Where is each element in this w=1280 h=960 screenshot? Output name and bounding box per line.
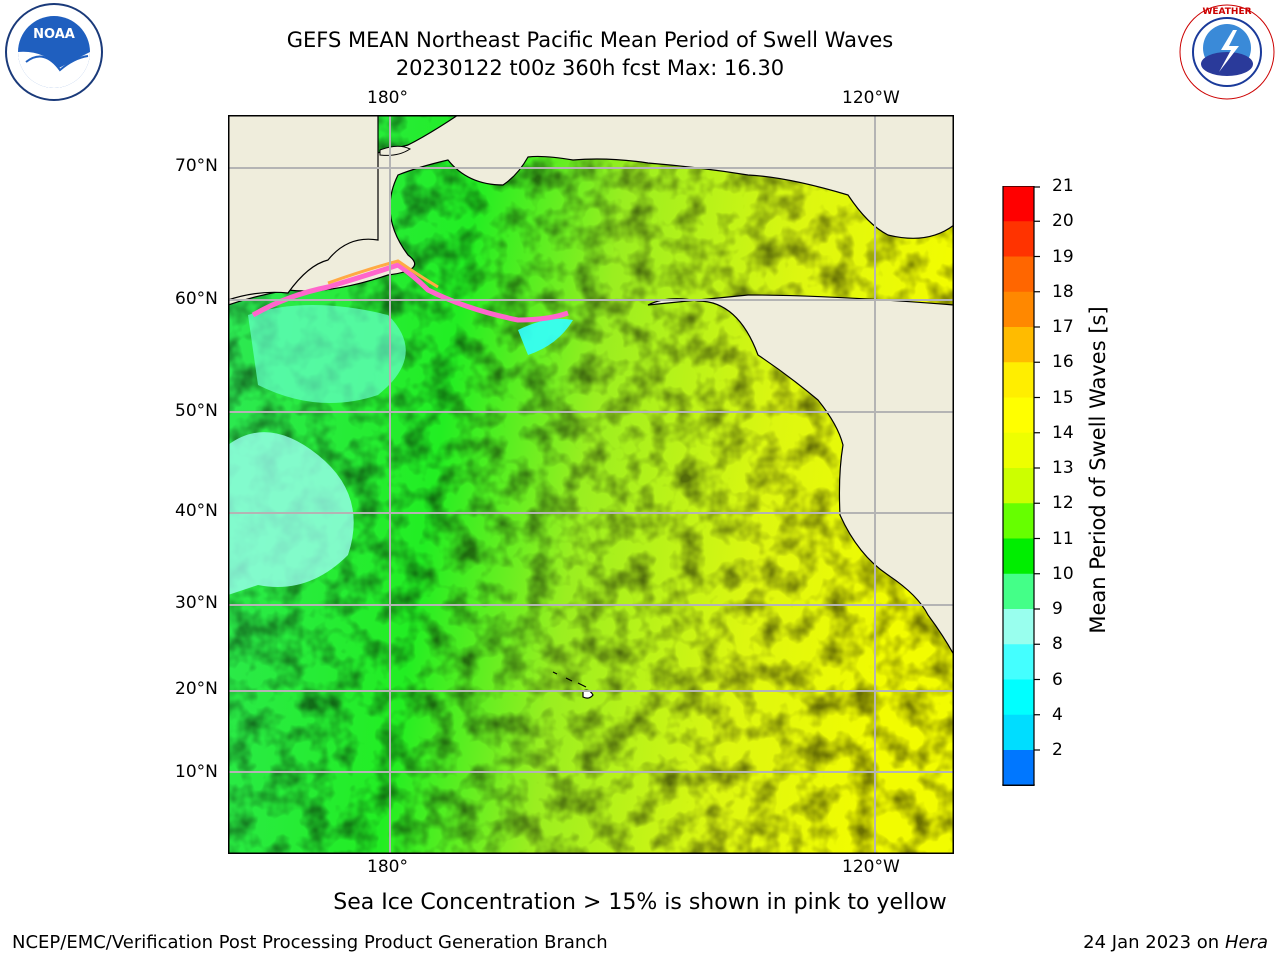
colorbar-tick-label: 14	[1052, 422, 1074, 443]
colorbar-bin	[1003, 397, 1034, 434]
colorbar-tick-label: 17	[1052, 317, 1074, 337]
date-stamp: 24 Jan 2023 on	[1083, 932, 1225, 953]
machine-name: Hera	[1224, 932, 1268, 953]
colorbar-bin	[1003, 221, 1034, 257]
colorbar-bin	[1003, 679, 1034, 716]
lon-label-top-180: 180°	[367, 88, 408, 108]
colorbar-bin	[1003, 327, 1034, 363]
colorbar-bin	[1003, 362, 1034, 398]
colorbar-tick-label: 16	[1052, 352, 1074, 373]
colorbar-bin	[1003, 432, 1034, 469]
lat-label-20n: 20°N	[175, 679, 218, 699]
colorbar-tick-label: 18	[1052, 281, 1074, 302]
sea-ice-edge	[251, 262, 569, 323]
colorbar-tick-label: 11	[1052, 528, 1074, 549]
colorbar-tick-label: 8	[1052, 634, 1063, 655]
colorbar-bin	[1003, 538, 1034, 575]
graticule	[228, 115, 954, 854]
svg-text:WEATHER: WEATHER	[1202, 7, 1251, 17]
map-subtitle: 20230122 t00z 360h fcst Max: 16.30	[395, 56, 785, 80]
map-title: GEFS MEAN Northeast Pacific Mean Period …	[286, 28, 894, 52]
svg-text:NOAA: NOAA	[33, 27, 75, 42]
cyan-patch-bering	[248, 305, 406, 403]
lon-label-bottom-180: 180°	[367, 857, 408, 877]
lat-label-70n: 70°N	[175, 156, 218, 176]
lon-label-top-120w: 120°W	[842, 88, 900, 108]
colorbar-bin	[1003, 291, 1034, 328]
colorbar-tick-label: 6	[1052, 669, 1063, 690]
credit-text: NCEP/EMC/Verification Post Processing Pr…	[12, 932, 608, 953]
colorbar-bin	[1003, 714, 1034, 751]
cyan-patch-bristol	[518, 318, 573, 355]
colorbar-bin	[1003, 750, 1034, 786]
colorbar-bin	[1003, 644, 1034, 680]
colorbar-bin	[1003, 256, 1034, 293]
colorbar-bin	[1003, 609, 1034, 645]
ice-note: Sea Ice Concentration > 15% is shown in …	[333, 890, 947, 915]
sea-ice-edge-inner	[327, 259, 439, 289]
lat-label-50n: 50°N	[175, 401, 218, 421]
lat-label-60n: 60°N	[175, 289, 218, 309]
colorbar-tick-label: 19	[1052, 246, 1074, 267]
lon-label-bottom-120w: 120°W	[842, 857, 900, 877]
colorbar-frame	[1002, 185, 1035, 786]
colorbar-tick-label: 21	[1052, 176, 1074, 196]
lat-label-30n: 30°N	[175, 593, 218, 613]
colorbar-tick-label: 9	[1052, 599, 1063, 619]
colorbar-bin	[1003, 468, 1034, 504]
colorbar-tick-label: 13	[1052, 458, 1074, 478]
lat-label-10n: 10°N	[175, 762, 218, 782]
colorbar-bin	[1003, 186, 1034, 222]
nws-logo: WEATHER	[1177, 2, 1277, 102]
colorbar	[1000, 185, 1040, 815]
map-frame	[228, 115, 954, 854]
colorbar-tick-label: 20	[1052, 211, 1074, 232]
date-text: 24 Jan 2023 on Hera	[1083, 932, 1268, 953]
colorbar-tick-label: 12	[1052, 493, 1074, 514]
colorbar-tick-label: 10	[1052, 563, 1074, 584]
colorbar-tick-label: 15	[1052, 387, 1074, 408]
colorbar-bin	[1003, 573, 1034, 610]
swell-period-map	[227, 114, 955, 854]
colorbar-label: Mean Period of Swell Waves [s]	[1086, 306, 1110, 634]
colorbar-bin	[1003, 503, 1034, 539]
colorbar-tick-label: 2	[1052, 740, 1063, 760]
colorbar-tick-label: 4	[1052, 704, 1063, 725]
lat-label-40n: 40°N	[175, 501, 218, 521]
land-siberia	[227, 114, 379, 301]
noaa-logo: NOAA	[4, 2, 104, 102]
